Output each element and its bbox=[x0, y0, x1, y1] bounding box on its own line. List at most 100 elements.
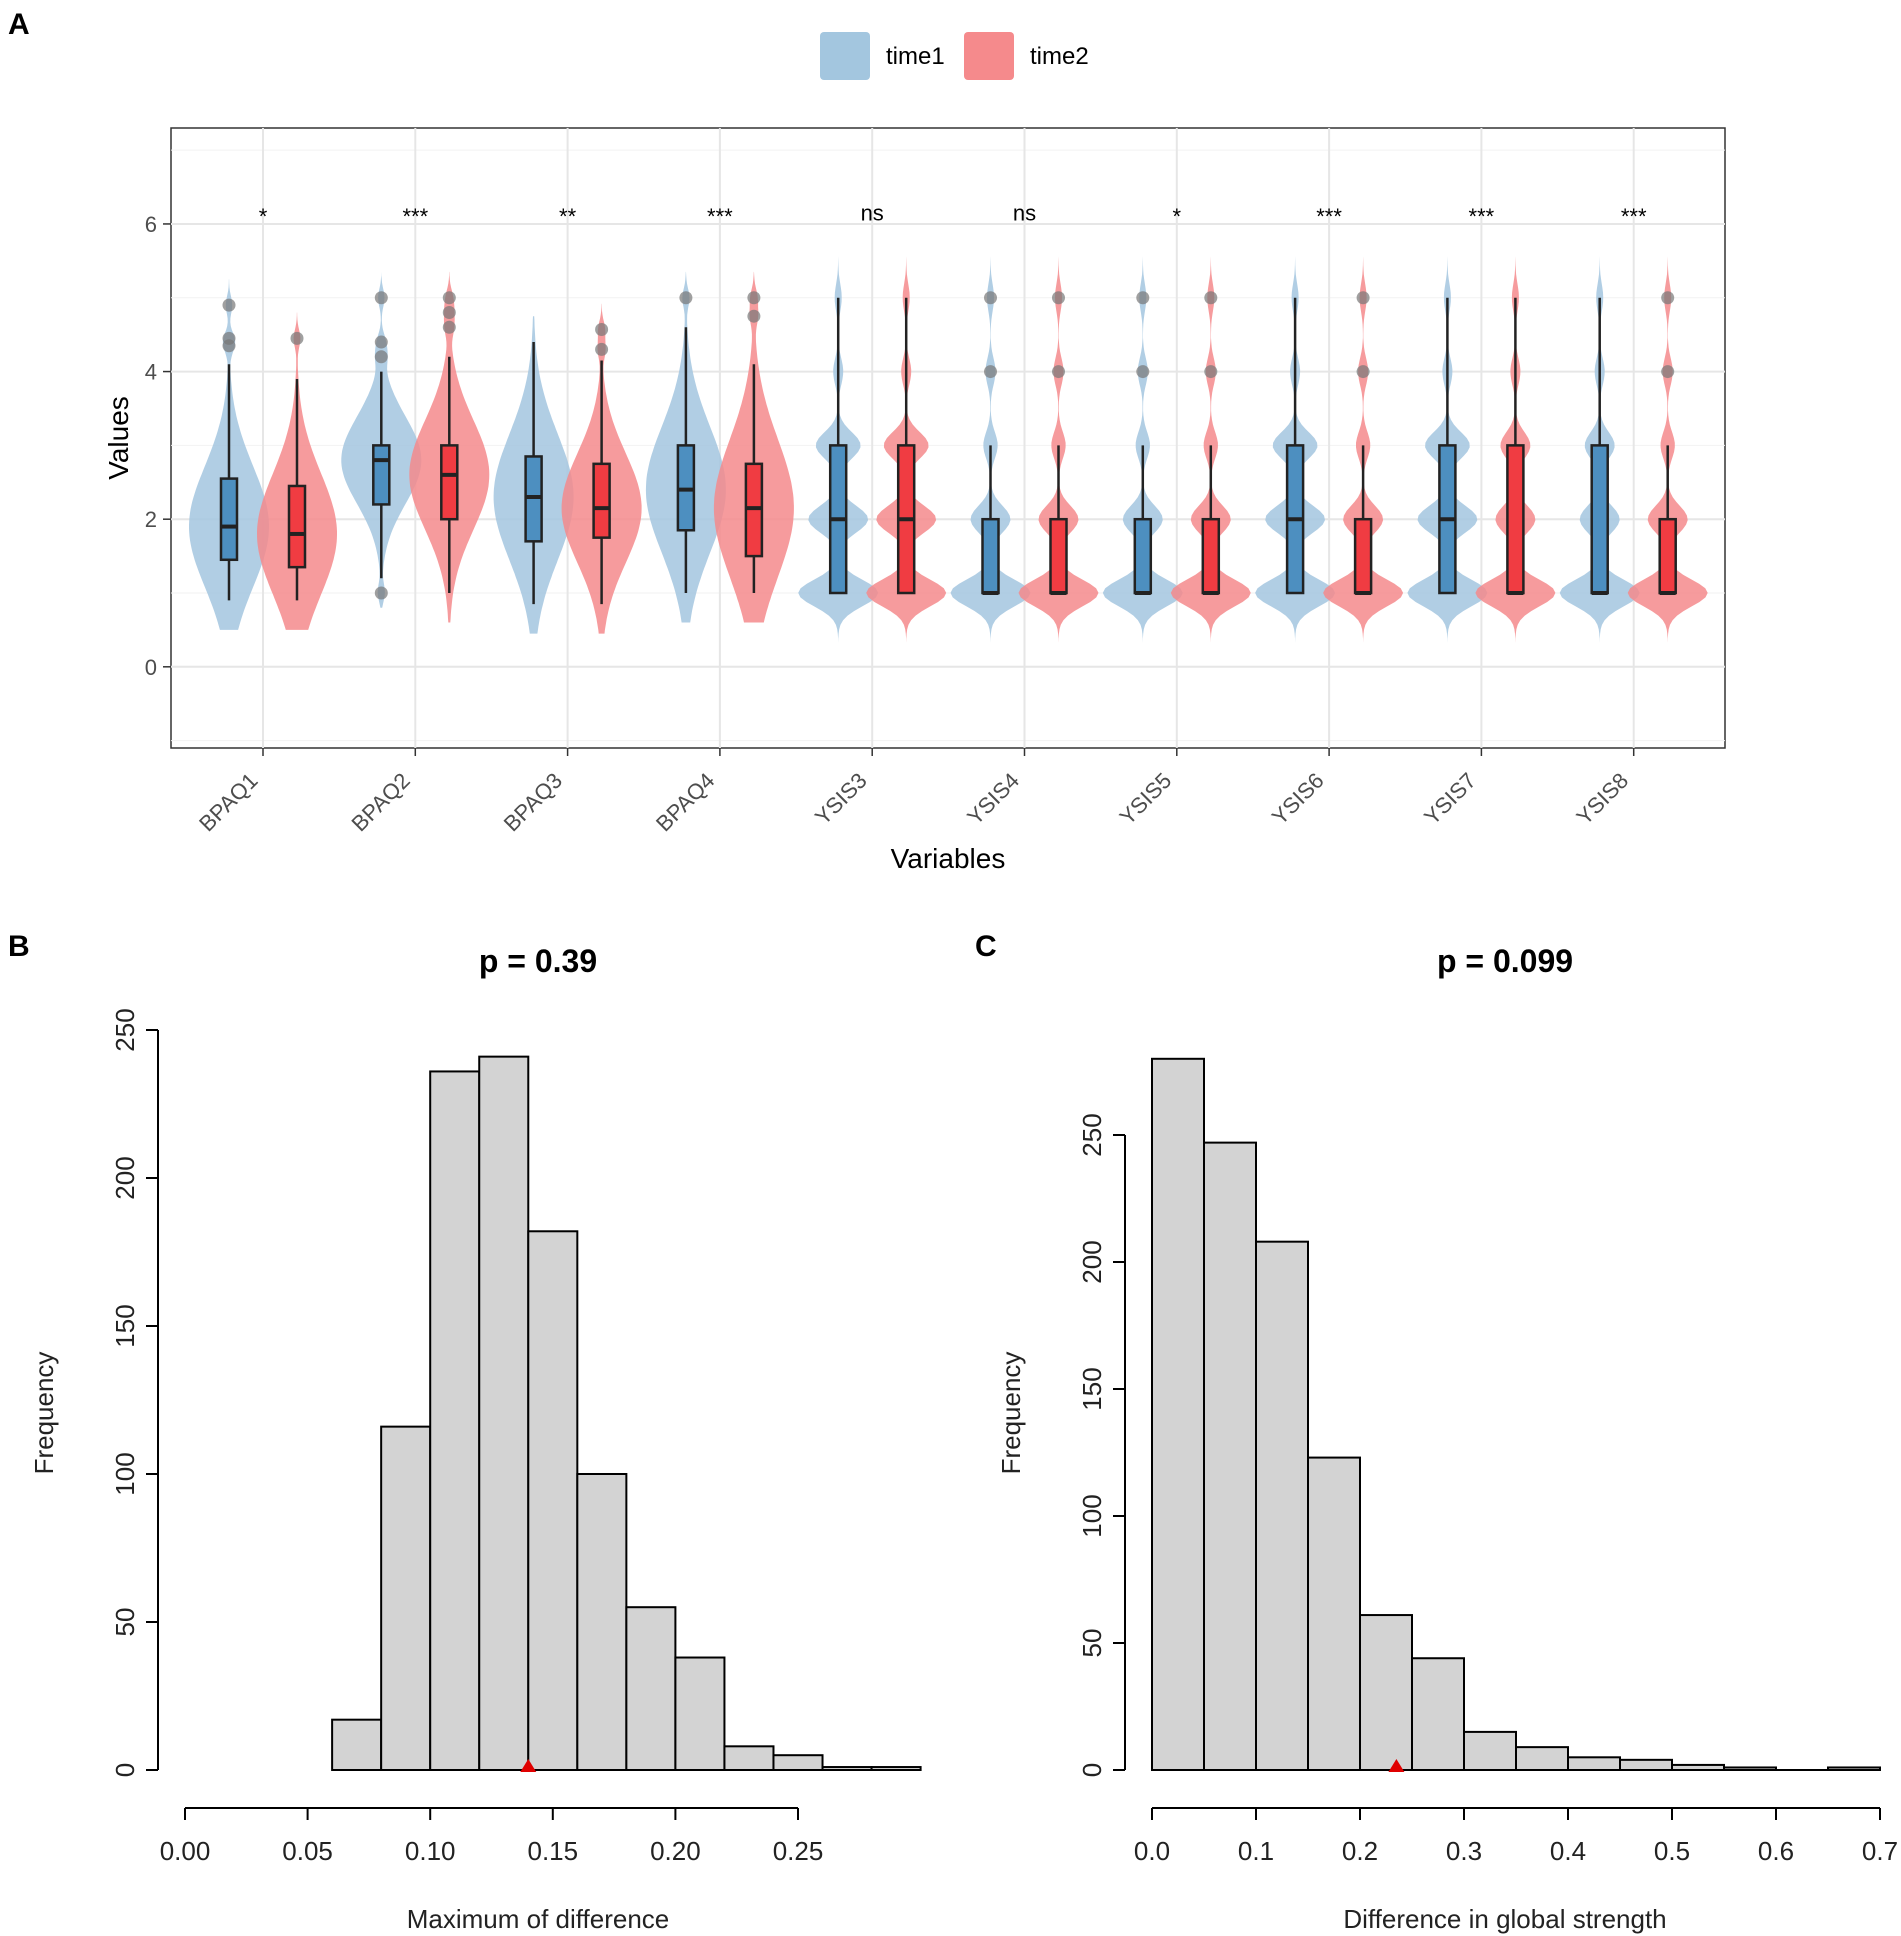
y-tick-label: 200 bbox=[1077, 1240, 1107, 1283]
x-tick-label-YSIS6: YSIS6 bbox=[1267, 768, 1329, 830]
histogram-bar bbox=[1307, 1456, 1361, 1771]
y-tick-label: 250 bbox=[1077, 1113, 1107, 1156]
box-time2-BPAQ1 bbox=[287, 484, 307, 569]
x-tick-label: 0.6 bbox=[1758, 1836, 1794, 1866]
histogram-bar bbox=[527, 1230, 579, 1771]
significance-label-YSIS6: *** bbox=[1316, 204, 1342, 229]
x-tick-label-YSIS3: YSIS3 bbox=[810, 768, 872, 830]
x-tick-label: 0.05 bbox=[282, 1836, 333, 1866]
significance-label-BPAQ4: *** bbox=[707, 204, 733, 229]
outlier-point bbox=[1356, 291, 1370, 305]
outlier-point bbox=[747, 291, 761, 305]
histogram-bar bbox=[821, 1766, 873, 1772]
y-tick-label: 0 bbox=[145, 655, 157, 680]
histogram-c-title: p = 0.099 bbox=[1437, 943, 1573, 979]
box-time2-YSIS6 bbox=[1353, 517, 1373, 595]
histogram-bar bbox=[576, 1473, 628, 1771]
y-tick-label: 250 bbox=[110, 1008, 140, 1051]
box-time2-YSIS8 bbox=[1658, 517, 1677, 595]
outlier-point bbox=[442, 306, 456, 320]
histogram-c: p = 0.099 0.0 0.1 0.2 0.3 0.4 0.5 0.6 0.7 0 50 100… bbox=[996, 943, 1898, 1934]
histogram-bar bbox=[1671, 1763, 1725, 1772]
significance-label-YSIS8: *** bbox=[1621, 204, 1647, 229]
histogram-c-bars bbox=[1151, 1057, 1881, 1772]
y-tick-label: 6 bbox=[145, 212, 157, 237]
box-time1-YSIS5 bbox=[1133, 517, 1153, 595]
box-time1-YSIS4 bbox=[981, 517, 1000, 595]
histogram-bar bbox=[772, 1754, 824, 1771]
y-tick-label: 4 bbox=[145, 360, 157, 385]
histogram-b: p = 0.39 0.00 0.05 0.10 0.15 0.20 0.25 0 50 100 1… bbox=[29, 943, 922, 1934]
x-tick-label: 0.25 bbox=[773, 1836, 824, 1866]
x-tick-label: 0.4 bbox=[1550, 1836, 1586, 1866]
y-tick-label: 50 bbox=[110, 1608, 140, 1637]
outlier-point bbox=[290, 331, 304, 345]
legend-swatch-time2 bbox=[964, 32, 1014, 80]
violin-marks: * *** ** *** ns ns * *** *** *** bbox=[189, 200, 1708, 652]
x-tick-label: 0.7 bbox=[1862, 1836, 1898, 1866]
significance-label-YSIS4: ns bbox=[1013, 200, 1036, 225]
outlier-point bbox=[1661, 291, 1675, 305]
y-tick-label: 150 bbox=[110, 1304, 140, 1347]
box-time2-BPAQ3 bbox=[592, 462, 611, 539]
x-tick-label: 0.15 bbox=[527, 1836, 578, 1866]
histogram-bar bbox=[1255, 1240, 1309, 1772]
box-time2-YSIS7 bbox=[1506, 444, 1525, 595]
outlier-point bbox=[984, 365, 997, 379]
x-tick-label: 0.2 bbox=[1342, 1836, 1378, 1866]
outlier-point bbox=[1136, 291, 1150, 305]
x-tick-label-BPAQ3: BPAQ3 bbox=[499, 768, 567, 836]
box-time2-YSIS4 bbox=[1049, 517, 1068, 595]
histogram-bar bbox=[478, 1055, 530, 1771]
box-time1-YSIS8 bbox=[1590, 444, 1609, 595]
box-time1-BPAQ2 bbox=[372, 444, 391, 506]
y-tick-label: 150 bbox=[1077, 1367, 1107, 1410]
x-tick-label-BPAQ1: BPAQ1 bbox=[194, 768, 262, 836]
legend-label-time2: time2 bbox=[1030, 43, 1089, 70]
significance-label-BPAQ1: * bbox=[259, 204, 268, 229]
x-tick-label: 0.20 bbox=[650, 1836, 701, 1866]
outlier-point bbox=[1052, 291, 1065, 305]
outlier-point bbox=[1136, 365, 1150, 379]
significance-label-YSIS7: *** bbox=[1469, 204, 1495, 229]
histogram-bar bbox=[1151, 1057, 1205, 1772]
legend: time1 time2 bbox=[820, 32, 1089, 80]
outlier-point bbox=[1204, 365, 1218, 379]
box-time1-BPAQ1 bbox=[219, 477, 239, 562]
histogram-bar bbox=[429, 1070, 481, 1771]
x-tick-label: 0.1 bbox=[1238, 1836, 1274, 1866]
histogram-bar bbox=[723, 1745, 775, 1771]
y-tick-label: 100 bbox=[110, 1452, 140, 1495]
x-tick-label-YSIS8: YSIS8 bbox=[1571, 768, 1633, 830]
x-tick-label: 0.00 bbox=[160, 1836, 211, 1866]
legend-swatch-time1 bbox=[820, 32, 870, 80]
outlier-point bbox=[374, 350, 388, 364]
box-time2-BPAQ2 bbox=[440, 444, 459, 521]
histogram-bar bbox=[1203, 1141, 1257, 1771]
histogram-b-title: p = 0.39 bbox=[479, 943, 597, 979]
outlier-point bbox=[679, 291, 693, 305]
x-tick-label-YSIS4: YSIS4 bbox=[962, 768, 1024, 830]
panel-label-c: C bbox=[975, 930, 997, 963]
histogram-bar bbox=[331, 1718, 383, 1772]
x-tick-label: 0.3 bbox=[1446, 1836, 1482, 1866]
significance-label-YSIS5: * bbox=[1173, 204, 1182, 229]
histogram-bar bbox=[1619, 1758, 1673, 1771]
histogram-c-y-title: Frequency bbox=[996, 1352, 1026, 1475]
outlier-point bbox=[1052, 365, 1065, 379]
outlier-point bbox=[222, 331, 236, 345]
histogram-b-axes: 0.00 0.05 0.10 0.15 0.20 0.25 0 50 100 150 200 250 bbox=[110, 1008, 823, 1866]
y-tick-label: 2 bbox=[145, 507, 157, 532]
y-tick-label: 0 bbox=[110, 1763, 140, 1777]
outlier-point bbox=[374, 335, 388, 349]
panel-label-a: A bbox=[8, 8, 30, 41]
x-tick-label: 0.5 bbox=[1654, 1836, 1690, 1866]
observed-marker bbox=[1388, 1759, 1405, 1772]
outlier-point bbox=[984, 291, 997, 305]
histogram-b-bars bbox=[331, 1055, 922, 1772]
histogram-bar bbox=[1723, 1766, 1777, 1771]
outlier-point bbox=[374, 291, 388, 305]
x-tick-label-YSIS7: YSIS7 bbox=[1419, 768, 1481, 830]
histogram-bar bbox=[870, 1766, 922, 1772]
